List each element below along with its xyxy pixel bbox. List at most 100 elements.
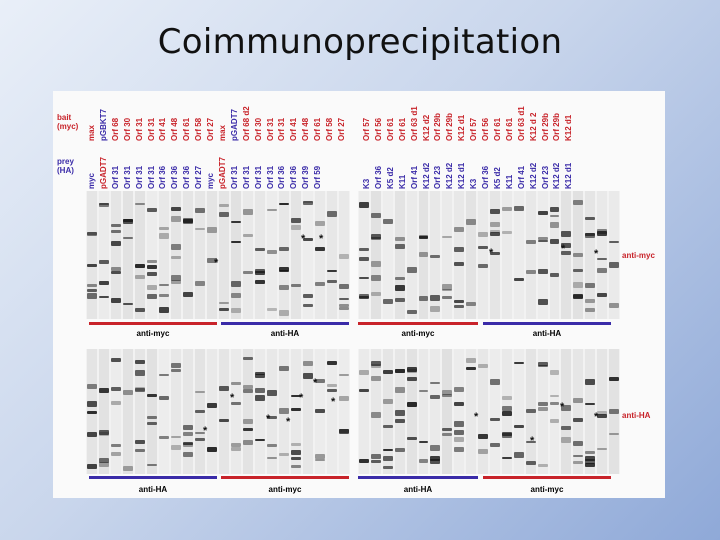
gel-band	[585, 450, 596, 455]
gel-band	[370, 261, 381, 268]
gel-band	[291, 449, 301, 455]
column-label: Orf 56	[481, 117, 490, 141]
gel-lane	[370, 191, 381, 319]
gel-band	[561, 405, 572, 412]
gel-lane	[538, 349, 548, 474]
gel-lane	[561, 349, 572, 474]
gel-band	[418, 235, 429, 238]
star-marker: *	[489, 247, 494, 259]
gel-band	[585, 283, 596, 289]
gel-band	[87, 431, 97, 438]
gel-band	[267, 250, 277, 254]
gel-band	[99, 429, 109, 435]
gel-band	[255, 387, 265, 393]
column-label: Orf 31	[134, 165, 144, 189]
gel-lane	[207, 191, 217, 319]
column-label: Orf 41	[516, 165, 526, 189]
gel-band	[111, 223, 121, 228]
gel-lane	[478, 349, 488, 474]
gel-band	[291, 224, 301, 230]
gel-band	[359, 202, 369, 208]
column-label: Orf 63 d1	[516, 106, 526, 141]
gel-band	[291, 283, 301, 287]
gel-band	[442, 236, 453, 239]
gel-band	[159, 307, 169, 313]
gel-band	[359, 458, 369, 464]
gel-band	[339, 374, 349, 377]
gel-lane	[279, 191, 289, 319]
column-label: Orf 30	[253, 117, 263, 141]
gel-band	[339, 284, 349, 290]
gel-band	[111, 357, 121, 362]
sep-line-tl-b	[221, 322, 349, 325]
gel-band	[267, 209, 277, 212]
gel-band	[339, 395, 349, 401]
gel-band	[549, 222, 560, 228]
gel-band	[147, 265, 157, 270]
gel-band	[255, 395, 265, 401]
gel-band	[394, 448, 405, 452]
gel-lane	[243, 349, 253, 474]
gel-band	[609, 240, 619, 244]
sep-line-br-a	[358, 476, 478, 479]
gel-band	[418, 251, 429, 258]
gel-band	[501, 410, 512, 416]
gel-band	[597, 230, 608, 236]
column-label: K12 d1	[457, 114, 467, 141]
column-label: Orf 31	[134, 117, 144, 141]
gel-band	[135, 370, 145, 376]
gel-lane	[359, 191, 369, 319]
gel-band	[597, 268, 608, 273]
gel-band	[135, 439, 145, 444]
gel-band	[549, 215, 560, 218]
gel-band	[207, 403, 217, 408]
gel-band	[195, 390, 205, 393]
gel-lane	[419, 349, 429, 474]
gel-band	[87, 463, 97, 469]
gel-band	[123, 218, 133, 223]
column-label: K12 d 2	[528, 112, 538, 141]
gel-band	[279, 408, 289, 415]
gel-band	[147, 272, 157, 276]
gel-lane	[291, 191, 301, 319]
gel-band	[394, 369, 405, 373]
gel-band	[135, 203, 145, 206]
gel-band	[159, 293, 169, 298]
gel-band	[231, 443, 241, 447]
star-marker: *	[203, 425, 208, 437]
gel-band	[454, 262, 465, 266]
column-label: Orf 31	[253, 165, 263, 189]
gel-band	[315, 221, 325, 226]
gel-band	[466, 302, 477, 307]
gel-band	[537, 464, 548, 467]
gel-band	[99, 259, 109, 264]
gel-band	[573, 269, 584, 272]
gel-band	[585, 378, 596, 385]
column-label: Orf 68	[110, 117, 120, 141]
gel-band	[454, 446, 465, 452]
gel-band	[231, 447, 241, 452]
gel-band	[195, 409, 205, 413]
gel-band	[339, 253, 349, 259]
column-label: pGADT7	[217, 157, 227, 189]
gel-lane	[303, 349, 313, 474]
gel-band	[585, 458, 596, 464]
column-label: K3	[362, 178, 371, 189]
gel-band	[123, 465, 133, 472]
gel-band	[597, 258, 608, 261]
gel-lane	[135, 349, 145, 474]
gel-band	[454, 247, 465, 253]
gel-lane	[255, 349, 265, 474]
gel-lane	[171, 349, 181, 474]
gel-band	[327, 361, 337, 366]
gel-band	[466, 358, 477, 364]
star-marker: *	[230, 392, 235, 404]
gel-band	[135, 264, 145, 269]
gel-lane	[550, 349, 560, 474]
side-label-anti-myc: anti-myc	[622, 251, 655, 260]
gel-band	[255, 247, 265, 251]
gel-band	[609, 261, 619, 268]
gel-band	[501, 405, 512, 411]
column-label: pGADT7	[229, 109, 239, 141]
star-marker: *	[560, 401, 565, 413]
